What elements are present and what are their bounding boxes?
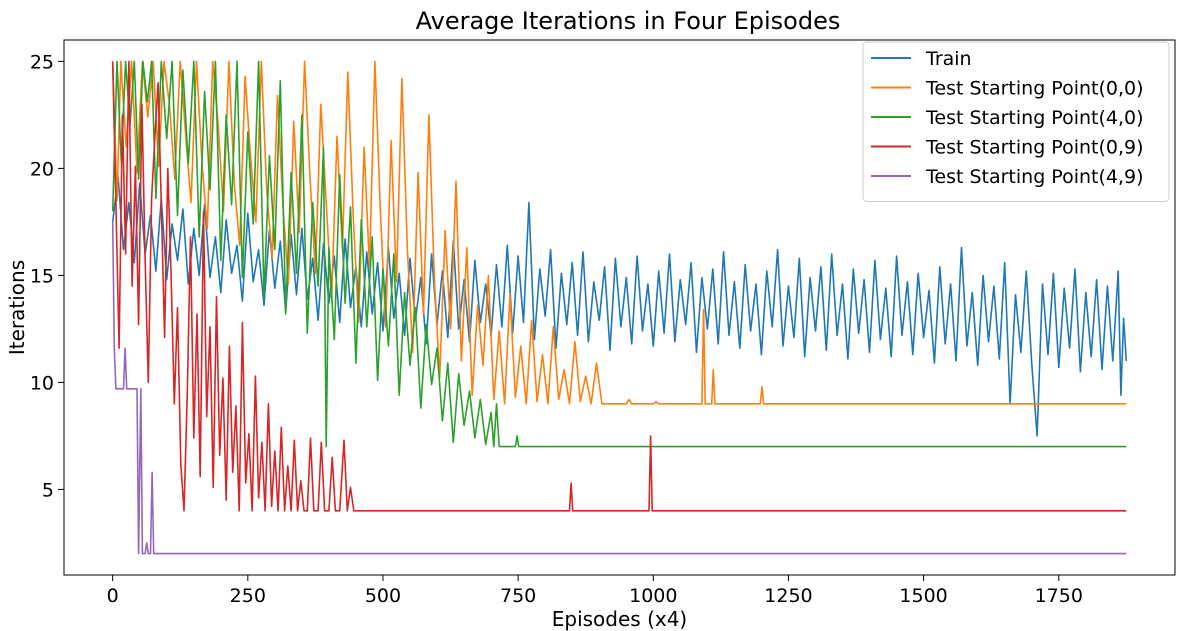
legend-label: Train	[925, 48, 972, 70]
y-axis: 5 10 15 20 25	[30, 51, 64, 501]
x-tick-label: 500	[365, 585, 401, 607]
x-axis-label: Episodes (x4)	[552, 607, 688, 631]
x-tick-label: 1500	[899, 585, 947, 607]
legend-label: Test Starting Point(4,0)	[925, 107, 1144, 129]
series-line-1	[111, 60, 1127, 405]
legend-box	[862, 41, 1170, 202]
series-line-3	[111, 60, 1127, 512]
legend: Train Test Starting Point(0,0) Test Starti…	[862, 41, 1170, 202]
chart-title: Average Iterations in Four Episodes	[416, 7, 841, 35]
x-tick-label: 1000	[629, 585, 677, 607]
series-line-2	[111, 60, 1127, 448]
y-tick-label: 5	[42, 479, 54, 501]
x-tick-label: 0	[107, 585, 119, 607]
y-tick-label: 10	[30, 372, 54, 394]
series-line-0	[111, 176, 1128, 437]
y-tick-label: 15	[30, 265, 54, 287]
x-tick-label: 1750	[1035, 585, 1083, 607]
x-tick-label: 750	[500, 585, 536, 607]
legend-label: Test Starting Point(4,9)	[925, 166, 1144, 188]
y-tick-label: 20	[30, 158, 54, 180]
y-axis-label: Iterations	[5, 260, 29, 355]
series-line-4	[111, 221, 1127, 555]
legend-label: Test Starting Point(0,9)	[925, 137, 1144, 159]
x-tick-label: 250	[230, 585, 266, 607]
plot-series	[111, 60, 1128, 555]
plot-frame	[63, 39, 1176, 576]
x-tick-label: 1250	[764, 585, 812, 607]
x-axis: 0 250 500 750 1000 1250 1500 1750	[107, 575, 1083, 607]
y-tick-label: 25	[30, 51, 54, 73]
legend-label: Test Starting Point(0,0)	[925, 78, 1144, 100]
